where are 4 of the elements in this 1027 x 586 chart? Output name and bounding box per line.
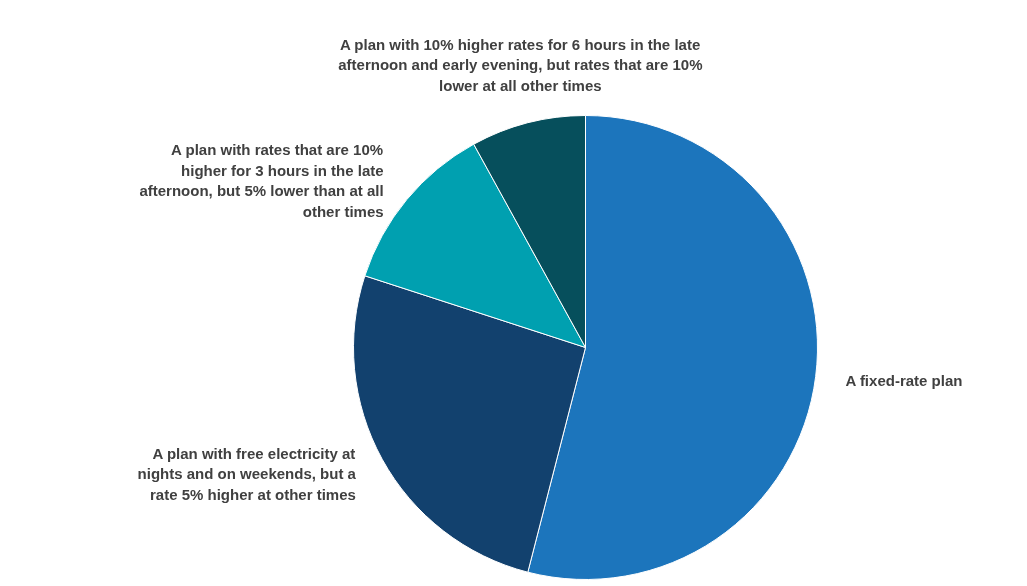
- slice-label: A fixed-rate plan: [845, 371, 963, 389]
- slice-label: A plan with rates that are 10% higher for 3 hours in the late afternoon, but 5% lower than at all other times: [139, 141, 384, 220]
- slice-label: A plan with 10% higher rates for 6 hours in the late afternoon and early evening, but rates that are 10% lower at all other times: [338, 35, 703, 94]
- slice-label: A plan with free electricity at nights and on weekends, but a rate 5% higher at other times: [137, 444, 357, 503]
